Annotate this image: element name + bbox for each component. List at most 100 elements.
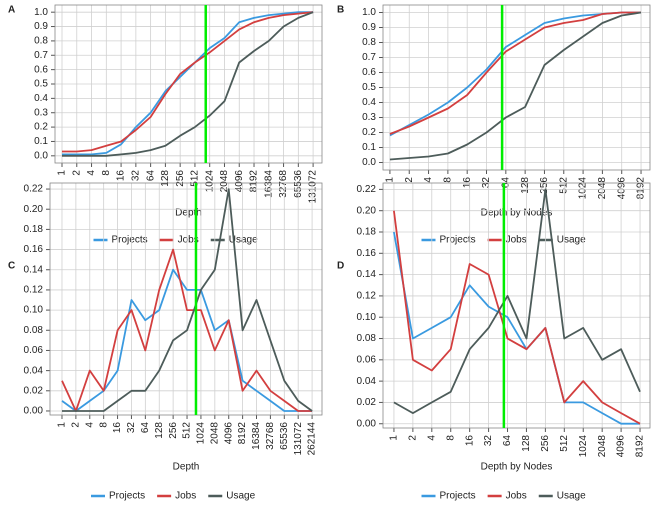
y-tick-label: 0.2 xyxy=(362,127,376,138)
x-tick-label: 256 xyxy=(175,170,186,187)
y-tick-label: 0.5 xyxy=(362,82,376,93)
y-tick-label: 0.3 xyxy=(362,112,376,123)
y-tick-label: 0.08 xyxy=(24,325,44,336)
x-tick-label: 128 xyxy=(520,177,531,194)
x-tick-label: 128 xyxy=(154,422,165,439)
x-tick-label: 128 xyxy=(160,170,171,187)
series-line xyxy=(62,11,314,156)
series-line xyxy=(62,11,314,153)
y-tick-label: 0.10 xyxy=(24,305,44,316)
legend-label: Projects xyxy=(440,491,476,502)
x-tick-label: 8 xyxy=(443,177,454,183)
x-tick-label: 32 xyxy=(130,170,141,182)
x-tick-label: 32 xyxy=(483,435,494,447)
series-line xyxy=(389,11,641,135)
series-line xyxy=(389,11,642,161)
x-tick-label: 16 xyxy=(116,170,127,182)
x-tick-label: 1 xyxy=(57,422,68,428)
x-tick-label: 8 xyxy=(445,435,456,441)
legend-label: Projects xyxy=(109,491,145,502)
y-tick-label: 0.02 xyxy=(24,385,44,396)
x-axis-title: Depth xyxy=(173,462,200,473)
x-axis-title: Depth by Nodes xyxy=(481,462,553,473)
x-tick-label: 128 xyxy=(521,435,532,452)
y-tick-label: 0.0 xyxy=(362,157,376,168)
x-tick-label: 8192 xyxy=(249,170,260,193)
x-axis-title: Depth xyxy=(175,208,202,219)
x-tick-label: 64 xyxy=(502,435,513,447)
x-tick-label: 16384 xyxy=(251,422,262,450)
y-tick-label: 0.4 xyxy=(34,93,48,104)
y-tick-label: 0.18 xyxy=(24,224,44,235)
y-tick-label: 0.10 xyxy=(357,312,377,323)
y-tick-label: 0.6 xyxy=(34,64,48,75)
x-tick-label: 64 xyxy=(140,422,151,434)
x-tick-label: 131072 xyxy=(308,170,319,204)
x-tick-label: 1 xyxy=(389,435,400,441)
x-tick-label: 2048 xyxy=(597,435,608,458)
x-tick-label: 4096 xyxy=(234,170,245,193)
x-tick-label: 4096 xyxy=(616,177,627,200)
panel-label: C xyxy=(8,261,15,272)
y-tick-label: 0.00 xyxy=(357,418,377,429)
x-tick-label: 64 xyxy=(145,170,156,182)
legend-label: Jobs xyxy=(178,235,199,246)
series-line xyxy=(393,188,641,414)
y-tick-label: 0.5 xyxy=(34,79,48,90)
x-tick-label: 1024 xyxy=(578,435,589,458)
plot-border xyxy=(54,4,323,164)
x-tick-label: 2 xyxy=(408,435,419,441)
x-tick-label: 2 xyxy=(71,170,82,176)
y-tick-label: 0.12 xyxy=(24,285,44,296)
legend-label: Projects xyxy=(112,235,148,246)
x-tick-label: 16 xyxy=(462,177,473,189)
y-tick-label: 0.7 xyxy=(362,52,376,63)
x-tick-label: 2 xyxy=(71,422,82,428)
y-tick-label: 0.22 xyxy=(24,184,44,195)
y-tick-label: 0.8 xyxy=(34,36,48,47)
x-tick-label: 4096 xyxy=(616,435,627,458)
x-tick-label: 1 xyxy=(385,177,396,183)
y-tick-label: 0.2 xyxy=(34,122,48,133)
series-line xyxy=(393,231,640,425)
y-tick-label: 0.06 xyxy=(357,354,377,365)
x-tick-label: 8192 xyxy=(237,422,248,445)
x-tick-label: 32768 xyxy=(278,170,289,198)
x-tick-label: 256 xyxy=(168,422,179,439)
x-tick-label: 32768 xyxy=(265,422,276,450)
y-tick-label: 0.3 xyxy=(34,107,48,118)
series-line xyxy=(61,248,313,412)
series-line xyxy=(62,11,314,157)
plot-border xyxy=(382,4,651,171)
x-tick-label: 1024 xyxy=(196,422,207,445)
x-axis-title: Depth by Nodes xyxy=(481,208,553,219)
legend-label: Projects xyxy=(440,235,476,246)
x-tick-label: 4 xyxy=(426,435,437,441)
x-tick-label: 2 xyxy=(404,177,415,183)
y-tick-label: 1.0 xyxy=(362,7,376,18)
series-line xyxy=(393,210,641,425)
y-tick-label: 0.9 xyxy=(34,21,48,32)
plot-border xyxy=(49,182,323,416)
legend-label: Usage xyxy=(557,235,586,246)
x-tick-label: 65536 xyxy=(279,422,290,450)
x-tick-label: 256 xyxy=(539,177,550,194)
y-tick-label: 0.7 xyxy=(34,50,48,61)
y-tick-label: 0.16 xyxy=(357,248,377,259)
x-tick-label: 32 xyxy=(126,422,137,434)
x-tick-label: 16 xyxy=(112,422,123,434)
x-tick-label: 16 xyxy=(464,435,475,447)
x-tick-label: 64 xyxy=(500,177,511,189)
x-tick-label: 4 xyxy=(86,170,97,176)
y-tick-label: 0.8 xyxy=(362,37,376,48)
y-tick-label: 0.22 xyxy=(357,184,377,195)
y-tick-label: 1.0 xyxy=(34,7,48,18)
y-tick-label: 0.4 xyxy=(362,97,376,108)
panel-label: D xyxy=(337,261,344,272)
x-tick-label: 262144 xyxy=(307,422,318,456)
legend-label: Jobs xyxy=(175,491,196,502)
x-tick-label: 4 xyxy=(423,177,434,183)
x-tick-label: 8192 xyxy=(635,435,646,458)
x-tick-label: 512 xyxy=(182,422,193,439)
